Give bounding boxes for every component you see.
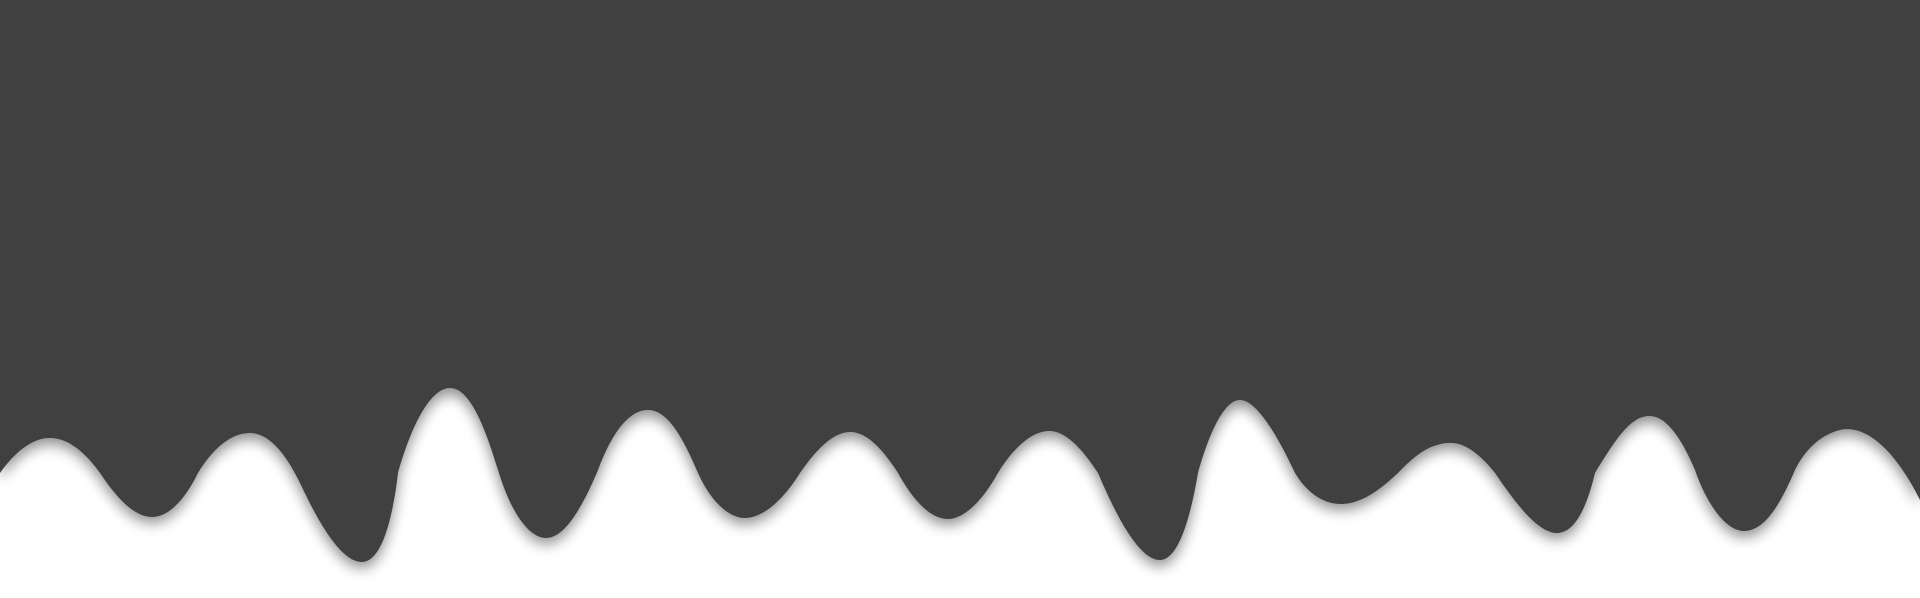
dark-drip-fill xyxy=(0,0,1920,562)
